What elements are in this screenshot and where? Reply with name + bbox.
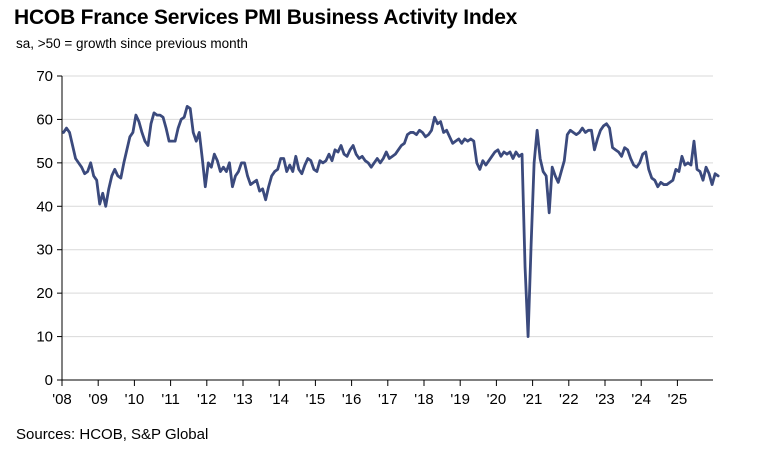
x-tick-label-12: '12 — [197, 391, 217, 408]
x-tick-label-08: '08 — [52, 391, 72, 408]
y-tick-label-30: 30 — [36, 242, 53, 259]
x-tick-label-09: '09 — [88, 391, 108, 408]
chart-subtitle: sa, >50 = growth since previous month — [16, 36, 248, 51]
x-tick-label-19: '19 — [450, 391, 470, 408]
source-note: Sources: HCOB, S&P Global — [16, 426, 209, 443]
y-tick-label-50: 50 — [36, 155, 53, 172]
x-tick-label-11: '11 — [161, 391, 179, 408]
x-tick-label-22: '22 — [559, 391, 579, 408]
y-axis: 0 10 20 30 40 50 60 70 — [36, 68, 63, 389]
x-tick-label-24: '24 — [631, 391, 651, 408]
x-tick-label-18: '18 — [414, 391, 434, 408]
y-tick-label-0: 0 — [45, 372, 53, 389]
x-tick-label-25: '25 — [668, 391, 688, 408]
x-axis: '08 '09 '10 '11 '12 '13 '14 '15 '16 '17 '18 '19 '20 '… — [52, 379, 713, 408]
y-tick-label-40: 40 — [36, 198, 53, 215]
x-tick-label-14: '14 — [269, 391, 289, 408]
x-tick-label-21: '21 — [523, 391, 543, 408]
gridlines — [62, 75, 713, 338]
x-tick-label-15: '15 — [306, 391, 326, 408]
x-tick-label-23: '23 — [595, 391, 615, 408]
chart-title: HCOB France Services PMI Business Activi… — [14, 6, 518, 29]
series-line-services-pmi — [62, 105, 720, 338]
x-tick-label-20: '20 — [487, 391, 507, 408]
x-tick-label-10: '10 — [125, 391, 145, 408]
x-tick-label-13: '13 — [233, 391, 253, 408]
y-tick-label-60: 60 — [36, 111, 53, 128]
y-tick-label-70: 70 — [36, 68, 53, 85]
y-tick-label-20: 20 — [36, 285, 53, 302]
x-tick-label-17: '17 — [378, 391, 398, 408]
x-tick-label-16: '16 — [342, 391, 362, 408]
y-tick-label-10: 10 — [36, 329, 53, 346]
